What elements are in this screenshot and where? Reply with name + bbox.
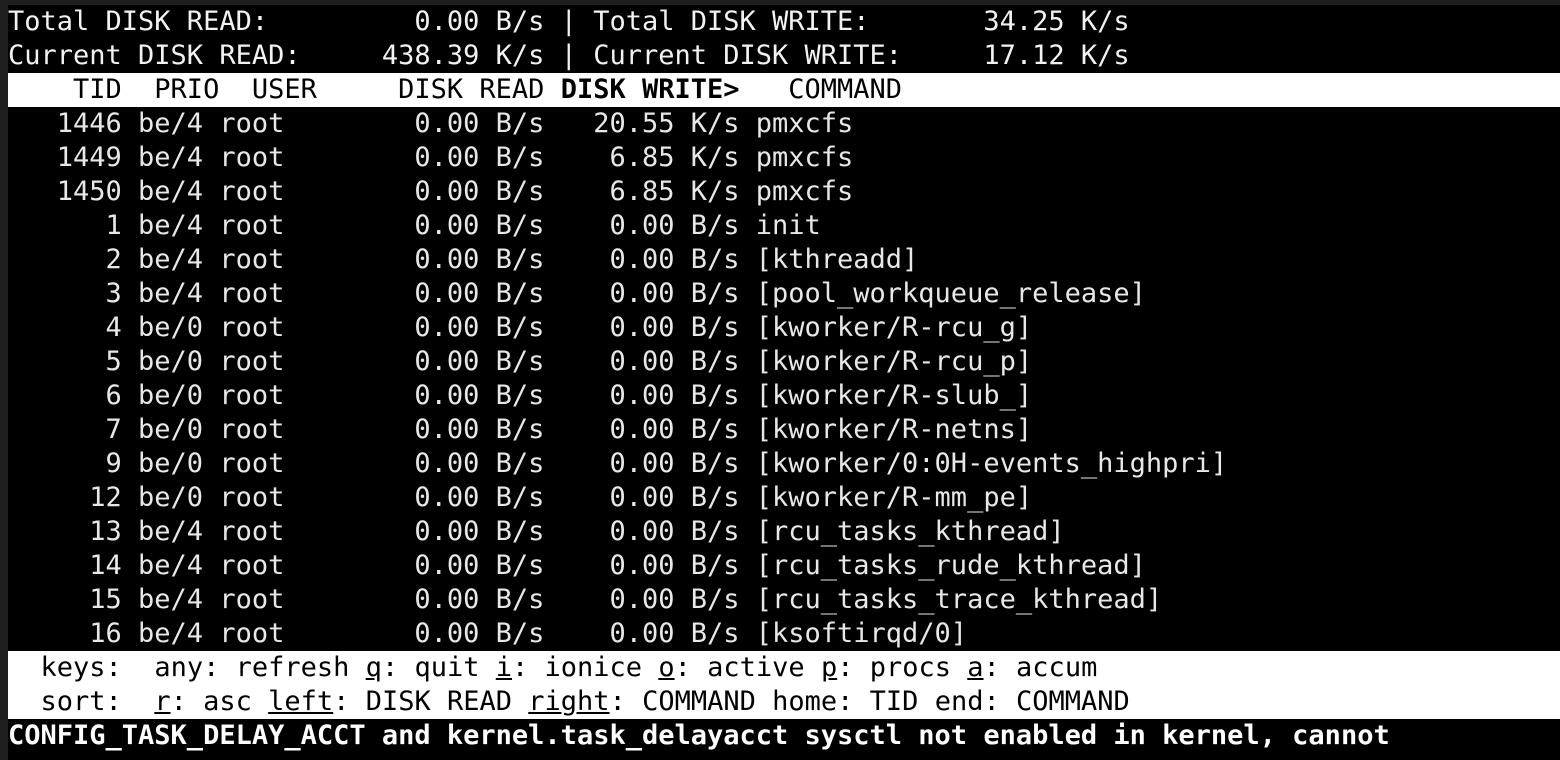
help-sort-right[interactable]: right: COMMAND: [528, 686, 756, 717]
help-key-accum-action: accum: [1016, 652, 1098, 683]
help-key-active-action: active: [707, 652, 805, 683]
help-key-ionice[interactable]: i: ionice: [495, 652, 643, 683]
help-sort-left-action: DISK READ: [365, 686, 512, 717]
help-key-quit-action: quit: [414, 652, 480, 683]
help-sort-line: sort: r: asc left: DISK READ right: COMM…: [8, 685, 1560, 719]
column-header-suffix: COMMAND: [739, 74, 903, 105]
table-row[interactable]: 3 be/4 root 0.00 B/s 0.00 B/s [pool_work…: [8, 278, 1146, 309]
help-sort-left[interactable]: left: DISK READ: [268, 686, 512, 717]
help-key-refresh-action: refresh: [235, 652, 350, 683]
table-row[interactable]: 15 be/4 root 0.00 B/s 0.00 B/s [rcu_task…: [8, 584, 1163, 615]
table-row[interactable]: 14 be/4 root 0.00 B/s 0.00 B/s [rcu_task…: [8, 550, 1146, 581]
help-keys-line: keys: any: refresh q: quit i: ionice o: …: [8, 651, 1560, 685]
help-key-active-key: o: [658, 652, 675, 683]
help-key-ionice-action: ionice: [544, 652, 643, 683]
help-key-refresh-key: any: [154, 652, 204, 683]
column-header-sort-column[interactable]: DISK WRITE>: [560, 74, 740, 105]
help-sort-right-action: COMMAND: [642, 686, 756, 717]
help-sort-end[interactable]: end: COMMAND: [934, 686, 1130, 717]
help-key-active[interactable]: o: active: [658, 652, 805, 683]
help-key-procs[interactable]: p: procs: [820, 652, 951, 683]
help-key-quit[interactable]: q: quit: [365, 652, 480, 683]
help-sort-home[interactable]: home: TID: [772, 686, 919, 717]
table-row[interactable]: 5 be/0 root 0.00 B/s 0.00 B/s [kworker/R…: [8, 346, 1033, 377]
help-key-procs-key: p: [820, 652, 838, 683]
table-row[interactable]: 13 be/4 root 0.00 B/s 0.00 B/s [rcu_task…: [8, 516, 1065, 547]
help-key-ionice-key: i: [495, 652, 513, 683]
table-row[interactable]: 1 be/4 root 0.00 B/s 0.00 B/s init: [8, 210, 821, 241]
help-key-accum-key: a: [967, 652, 984, 683]
column-header-prefix: TID PRIO USER DISK READ: [8, 74, 561, 105]
status-message: CONFIG_TASK_DELAY_ACCT and kernel.task_d…: [8, 720, 1390, 751]
help-sort-end-action: COMMAND: [1016, 686, 1130, 717]
table-row[interactable]: 9 be/0 root 0.00 B/s 0.00 B/s [kworker/0…: [8, 448, 1228, 479]
table-row[interactable]: 4 be/0 root 0.00 B/s 0.00 B/s [kworker/R…: [8, 312, 1033, 343]
help-key-accum[interactable]: a: accum: [967, 652, 1098, 683]
help-key-procs-action: procs: [869, 652, 951, 683]
table-row[interactable]: 12 be/0 root 0.00 B/s 0.00 B/s [kworker/…: [8, 482, 1033, 513]
table-row[interactable]: 6 be/0 root 0.00 B/s 0.00 B/s [kworker/R…: [8, 380, 1033, 411]
help-key-quit-key: q: [365, 652, 382, 683]
table-row[interactable]: 7 be/0 root 0.00 B/s 0.00 B/s [kworker/R…: [8, 414, 1033, 445]
help-sort-left-key: left: [268, 686, 334, 717]
help-sort-asc[interactable]: r: asc: [154, 686, 252, 717]
summary-line-current: Current DISK READ: 438.39 K/s | Current …: [8, 40, 1130, 71]
help-sort-home-key: home: [772, 686, 838, 717]
help-sort-asc-key: r: [154, 686, 171, 717]
table-row[interactable]: 1449 be/4 root 0.00 B/s 6.85 K/s pmxcfs: [8, 142, 854, 173]
help-key-refresh[interactable]: any: refresh: [154, 652, 350, 683]
table-row[interactable]: 2 be/4 root 0.00 B/s 0.00 B/s [kthreadd]: [8, 244, 919, 275]
terminal-screen[interactable]: Total DISK READ: 0.00 B/s | Total DISK W…: [8, 5, 1560, 760]
table-column-header[interactable]: TID PRIO USER DISK READ DISK WRITE> COMM…: [8, 73, 1560, 107]
table-row[interactable]: 1446 be/4 root 0.00 B/s 20.55 K/s pmxcfs: [8, 108, 854, 139]
help-sort-right-key: right: [528, 686, 610, 717]
help-sort-asc-action: asc: [203, 686, 252, 717]
summary-line-total: Total DISK READ: 0.00 B/s | Total DISK W…: [8, 6, 1130, 37]
table-row[interactable]: 16 be/4 root 0.00 B/s 0.00 B/s [ksoftirq…: [8, 618, 968, 649]
help-sort-end-key: end: [934, 686, 984, 717]
help-sort-label: sort:: [40, 686, 122, 717]
help-keys-label: keys:: [40, 652, 122, 683]
help-sort-home-action: TID: [869, 686, 919, 717]
table-row[interactable]: 1450 be/4 root 0.00 B/s 6.85 K/s pmxcfs: [8, 176, 854, 207]
